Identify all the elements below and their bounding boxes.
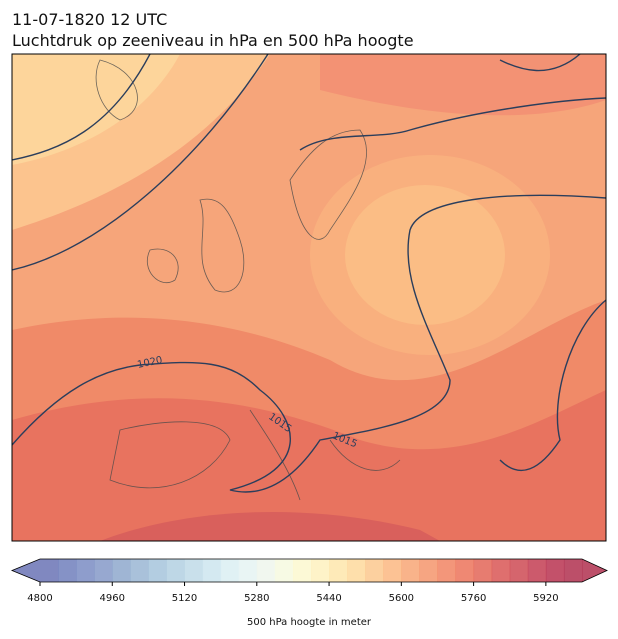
colorbar-swatch xyxy=(166,559,186,582)
colorbar-tick-label: 5440 xyxy=(316,593,341,604)
colorbar-swatch xyxy=(58,559,77,582)
colorbar-extend-high xyxy=(582,559,607,582)
colorbar-swatch xyxy=(419,559,438,582)
colorbar-swatch xyxy=(202,559,222,582)
colorbar-tick-label: 4800 xyxy=(27,593,52,604)
colorbar-swatch xyxy=(94,559,113,582)
colorbar-swatch xyxy=(220,559,240,582)
colorbar-swatch xyxy=(311,559,330,582)
colorbar-swatch xyxy=(509,559,529,582)
colorbar-swatch xyxy=(401,559,420,582)
colorbar-extend-low xyxy=(12,559,40,582)
colorbar-swatch xyxy=(238,559,258,582)
colorbar-swatch xyxy=(274,559,294,582)
colorbar-swatch xyxy=(527,559,547,582)
colorbar: 4800 4960 5120 5280 5440 5600 5760 5920 xyxy=(10,558,608,604)
colorbar-swatch xyxy=(347,559,366,582)
colorbar-swatch xyxy=(184,559,204,582)
map-frame xyxy=(11,53,607,542)
colorbar-swatch xyxy=(256,559,276,582)
contour-label: 1020 xyxy=(136,355,163,371)
colorbar-tick-label: 4960 xyxy=(100,593,125,604)
subtitle: Luchtdruk op zeeniveau in hPa en 500 hPa… xyxy=(12,31,414,50)
map: 1020 1015 1015 xyxy=(12,54,606,541)
colorbar-swatch xyxy=(130,559,149,582)
colorbar-swatch xyxy=(563,559,583,582)
colorbar-swatch xyxy=(491,559,511,582)
colorbar-swatch xyxy=(148,559,167,582)
colorbar-swatch xyxy=(455,559,475,582)
colorbar-swatch xyxy=(329,559,348,582)
colorbar-swatch xyxy=(112,559,131,582)
colorbar-swatch xyxy=(437,559,457,582)
colorbar-tick-label: 5920 xyxy=(533,593,558,604)
colorbar-swatch xyxy=(76,559,95,582)
colorbar-swatch xyxy=(40,559,59,582)
colorbar-swatch xyxy=(473,559,493,582)
colorbar-tick-label: 5280 xyxy=(244,593,269,604)
colorbar-swatch xyxy=(545,559,565,582)
colorbar-swatch xyxy=(292,559,312,582)
colorbar-outline xyxy=(10,558,608,583)
title: 11-07-1820 12 UTC xyxy=(12,10,167,29)
colorbar-swatch xyxy=(365,559,384,582)
colorbar-tick-label: 5120 xyxy=(172,593,197,604)
colorbar-tick-label: 5760 xyxy=(461,593,486,604)
colorbar-swatch xyxy=(383,559,402,582)
colorbar-tick-label: 5600 xyxy=(389,593,414,604)
colorbar-label: 500 hPa hoogte in meter xyxy=(247,617,372,628)
